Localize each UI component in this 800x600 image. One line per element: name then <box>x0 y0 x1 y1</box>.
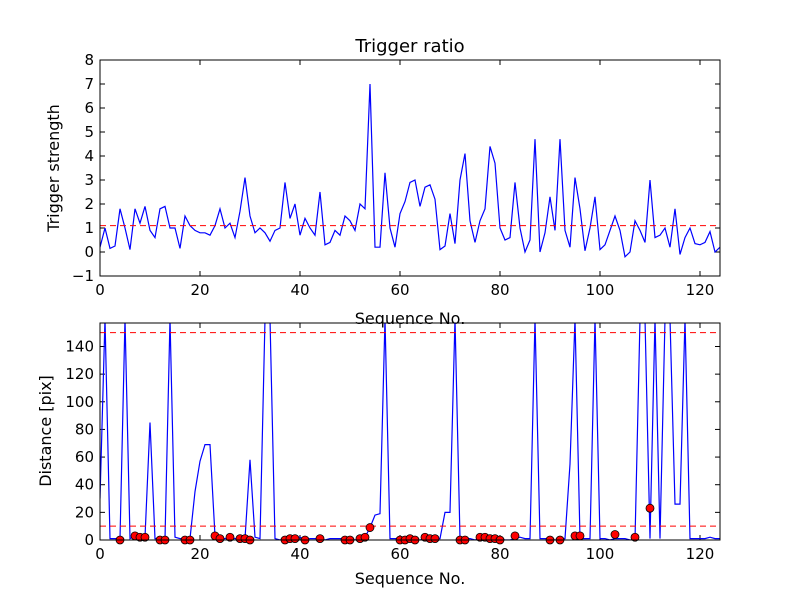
y-tick-label: 0 <box>84 531 94 549</box>
series-line <box>100 323 720 540</box>
data-point-marker <box>430 534 440 544</box>
y-tick-label: 2 <box>84 195 94 213</box>
data-point-marker <box>630 532 640 542</box>
x-tick-label: 100 <box>586 545 615 563</box>
y-tick-label: 0 <box>84 243 94 261</box>
data-point-marker <box>315 534 325 544</box>
data-point-marker <box>575 531 585 541</box>
chart-title: Trigger ratio <box>354 36 464 57</box>
data-point-marker <box>225 532 235 542</box>
y-tick-label: 80 <box>75 420 94 438</box>
x-tick-label: 120 <box>686 545 715 563</box>
data-point-marker <box>215 534 225 544</box>
x-tick-label: 0 <box>95 545 105 563</box>
x-tick-label: 80 <box>490 545 509 563</box>
data-point-marker <box>645 503 655 513</box>
y-tick-label: 60 <box>75 448 94 466</box>
x-axis-label: Sequence No. <box>355 309 466 328</box>
y-axis-label: Distance [pix] <box>36 375 55 487</box>
y-axis-label: Trigger strength <box>44 104 63 233</box>
y-tick-label: 3 <box>84 171 94 189</box>
x-tick-label: 80 <box>490 281 509 299</box>
y-tick-label: 20 <box>75 503 94 521</box>
x-tick-label: 20 <box>190 545 209 563</box>
y-tick-label: 7 <box>84 75 94 93</box>
x-tick-label: 100 <box>586 281 615 299</box>
x-tick-label: 0 <box>95 281 105 299</box>
y-tick-label: 120 <box>65 365 94 383</box>
y-tick-label: −1 <box>72 267 94 285</box>
data-point-marker <box>290 534 300 544</box>
x-tick-label: 40 <box>290 281 309 299</box>
data-point-marker <box>510 531 520 541</box>
x-tick-label: 20 <box>190 281 209 299</box>
y-tick-label: 140 <box>65 337 94 355</box>
x-axis-label: Sequence No. <box>355 569 466 588</box>
trigger-ratio-chart: Trigger ratio 0 20 40 60 80 100 120−1012345678… <box>44 36 721 328</box>
y-tick-label: 6 <box>84 99 94 117</box>
x-tick-label: 40 <box>290 545 309 563</box>
data-point-marker <box>360 532 370 542</box>
y-tick-label: 5 <box>84 123 94 141</box>
x-tick-label: 60 <box>390 545 409 563</box>
data-point-marker <box>365 523 375 532</box>
x-tick-label: 120 <box>686 281 715 299</box>
x-tick-label: 60 <box>390 281 409 299</box>
data-point-marker <box>610 530 620 539</box>
y-tick-label: 40 <box>75 476 94 494</box>
distance-chart: 0 20 40 60 80 100 120 0 20 40 60 80 100 120 140 Sequen… <box>36 322 721 588</box>
data-point-marker <box>140 532 150 542</box>
plot-frame <box>99 59 721 277</box>
series-line <box>100 83 720 258</box>
y-tick-label: 100 <box>65 393 94 411</box>
y-tick-label: 8 <box>84 51 94 69</box>
plot-frame <box>99 322 721 541</box>
y-tick-label: 1 <box>84 219 94 237</box>
y-tick-label: 4 <box>84 147 94 165</box>
